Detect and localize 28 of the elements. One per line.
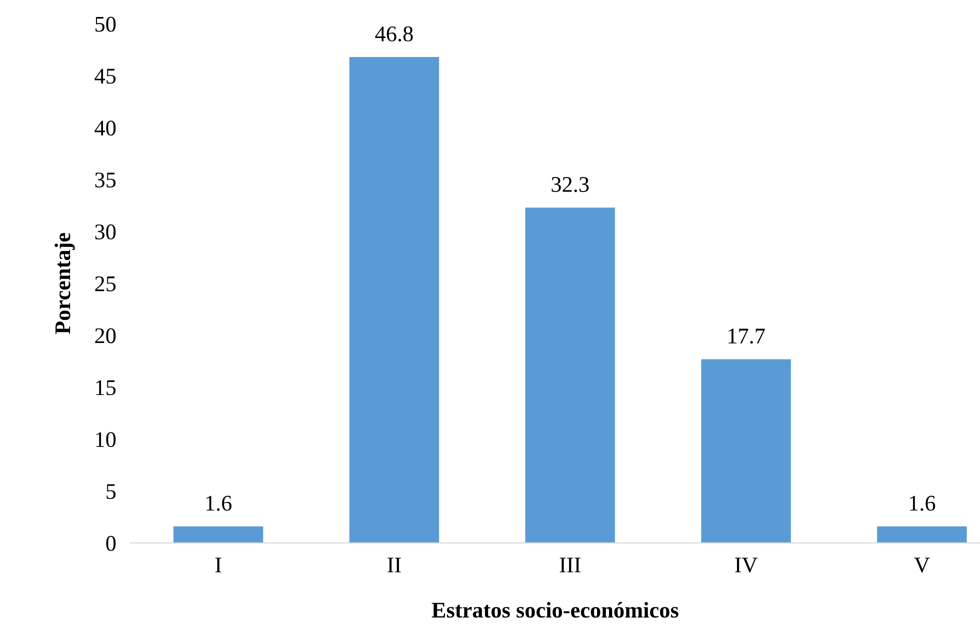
bar — [877, 526, 967, 543]
y-tick-label: 0 — [106, 536, 116, 551]
y-axis-title: Porcentaje — [54, 232, 75, 334]
y-tick-label: 30 — [95, 224, 116, 240]
y-tick-label: 10 — [96, 432, 116, 448]
x-tick-label: V — [914, 558, 930, 573]
x-tick-label: II — [388, 558, 401, 572]
data-label: 1.6 — [910, 496, 936, 511]
y-tick-label: 35 — [95, 172, 116, 188]
data-label: 17.7 — [728, 328, 765, 344]
x-axis-title: Estratos socio-económicos — [432, 602, 678, 618]
y-tick-label: 5 — [106, 484, 116, 499]
data-label: 46.8 — [375, 26, 413, 42]
x-tick-label: III — [560, 558, 580, 572]
y-tick-label: 25 — [95, 276, 116, 292]
data-label: 32.3 — [552, 177, 589, 192]
bar — [349, 57, 440, 543]
bar — [525, 208, 615, 543]
y-tick-label: 50 — [96, 16, 116, 32]
y-tick-label: 45 — [94, 68, 116, 84]
bar — [173, 526, 264, 543]
bar — [701, 359, 791, 543]
x-tick-label: IV — [735, 558, 758, 573]
y-tick-label: 20 — [95, 328, 116, 344]
data-label: 1.6 — [206, 496, 232, 511]
x-tick-label: I — [215, 558, 222, 572]
y-tick-label: 40 — [94, 120, 116, 136]
y-tick-label: 15 — [96, 380, 116, 396]
